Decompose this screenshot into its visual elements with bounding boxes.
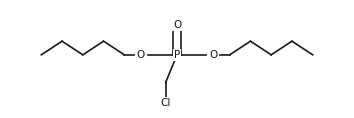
Text: O: O: [210, 50, 218, 60]
Text: O: O: [173, 21, 181, 30]
Text: P: P: [174, 50, 180, 60]
Text: Cl: Cl: [161, 98, 171, 108]
Text: O: O: [136, 50, 144, 60]
